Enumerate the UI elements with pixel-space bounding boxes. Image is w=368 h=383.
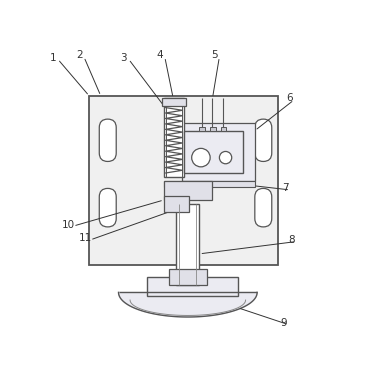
Text: 9: 9 — [281, 318, 287, 328]
FancyBboxPatch shape — [99, 188, 116, 227]
Text: 5: 5 — [212, 50, 218, 60]
Text: 7: 7 — [282, 183, 289, 193]
Text: 11: 11 — [79, 234, 92, 244]
Bar — [164, 98, 184, 177]
Text: 1: 1 — [50, 52, 56, 62]
FancyBboxPatch shape — [99, 119, 116, 162]
Bar — [176, 204, 199, 285]
Bar — [162, 98, 186, 106]
Text: 6: 6 — [286, 93, 293, 103]
Bar — [164, 181, 255, 187]
Bar — [199, 127, 205, 131]
Bar — [169, 269, 207, 285]
Bar — [182, 123, 255, 181]
Bar — [164, 181, 212, 200]
FancyBboxPatch shape — [255, 188, 272, 227]
Bar — [221, 127, 226, 131]
Bar — [184, 131, 243, 173]
Text: 3: 3 — [121, 52, 127, 62]
Bar — [210, 127, 216, 131]
Text: 10: 10 — [62, 219, 75, 229]
Text: 4: 4 — [157, 50, 163, 60]
Circle shape — [219, 151, 232, 164]
Bar — [147, 277, 238, 296]
Text: 2: 2 — [76, 50, 82, 60]
Bar — [89, 96, 278, 265]
Text: 8: 8 — [289, 235, 295, 245]
Circle shape — [192, 148, 210, 167]
Bar — [164, 196, 190, 211]
FancyBboxPatch shape — [255, 119, 272, 162]
Polygon shape — [118, 292, 257, 317]
